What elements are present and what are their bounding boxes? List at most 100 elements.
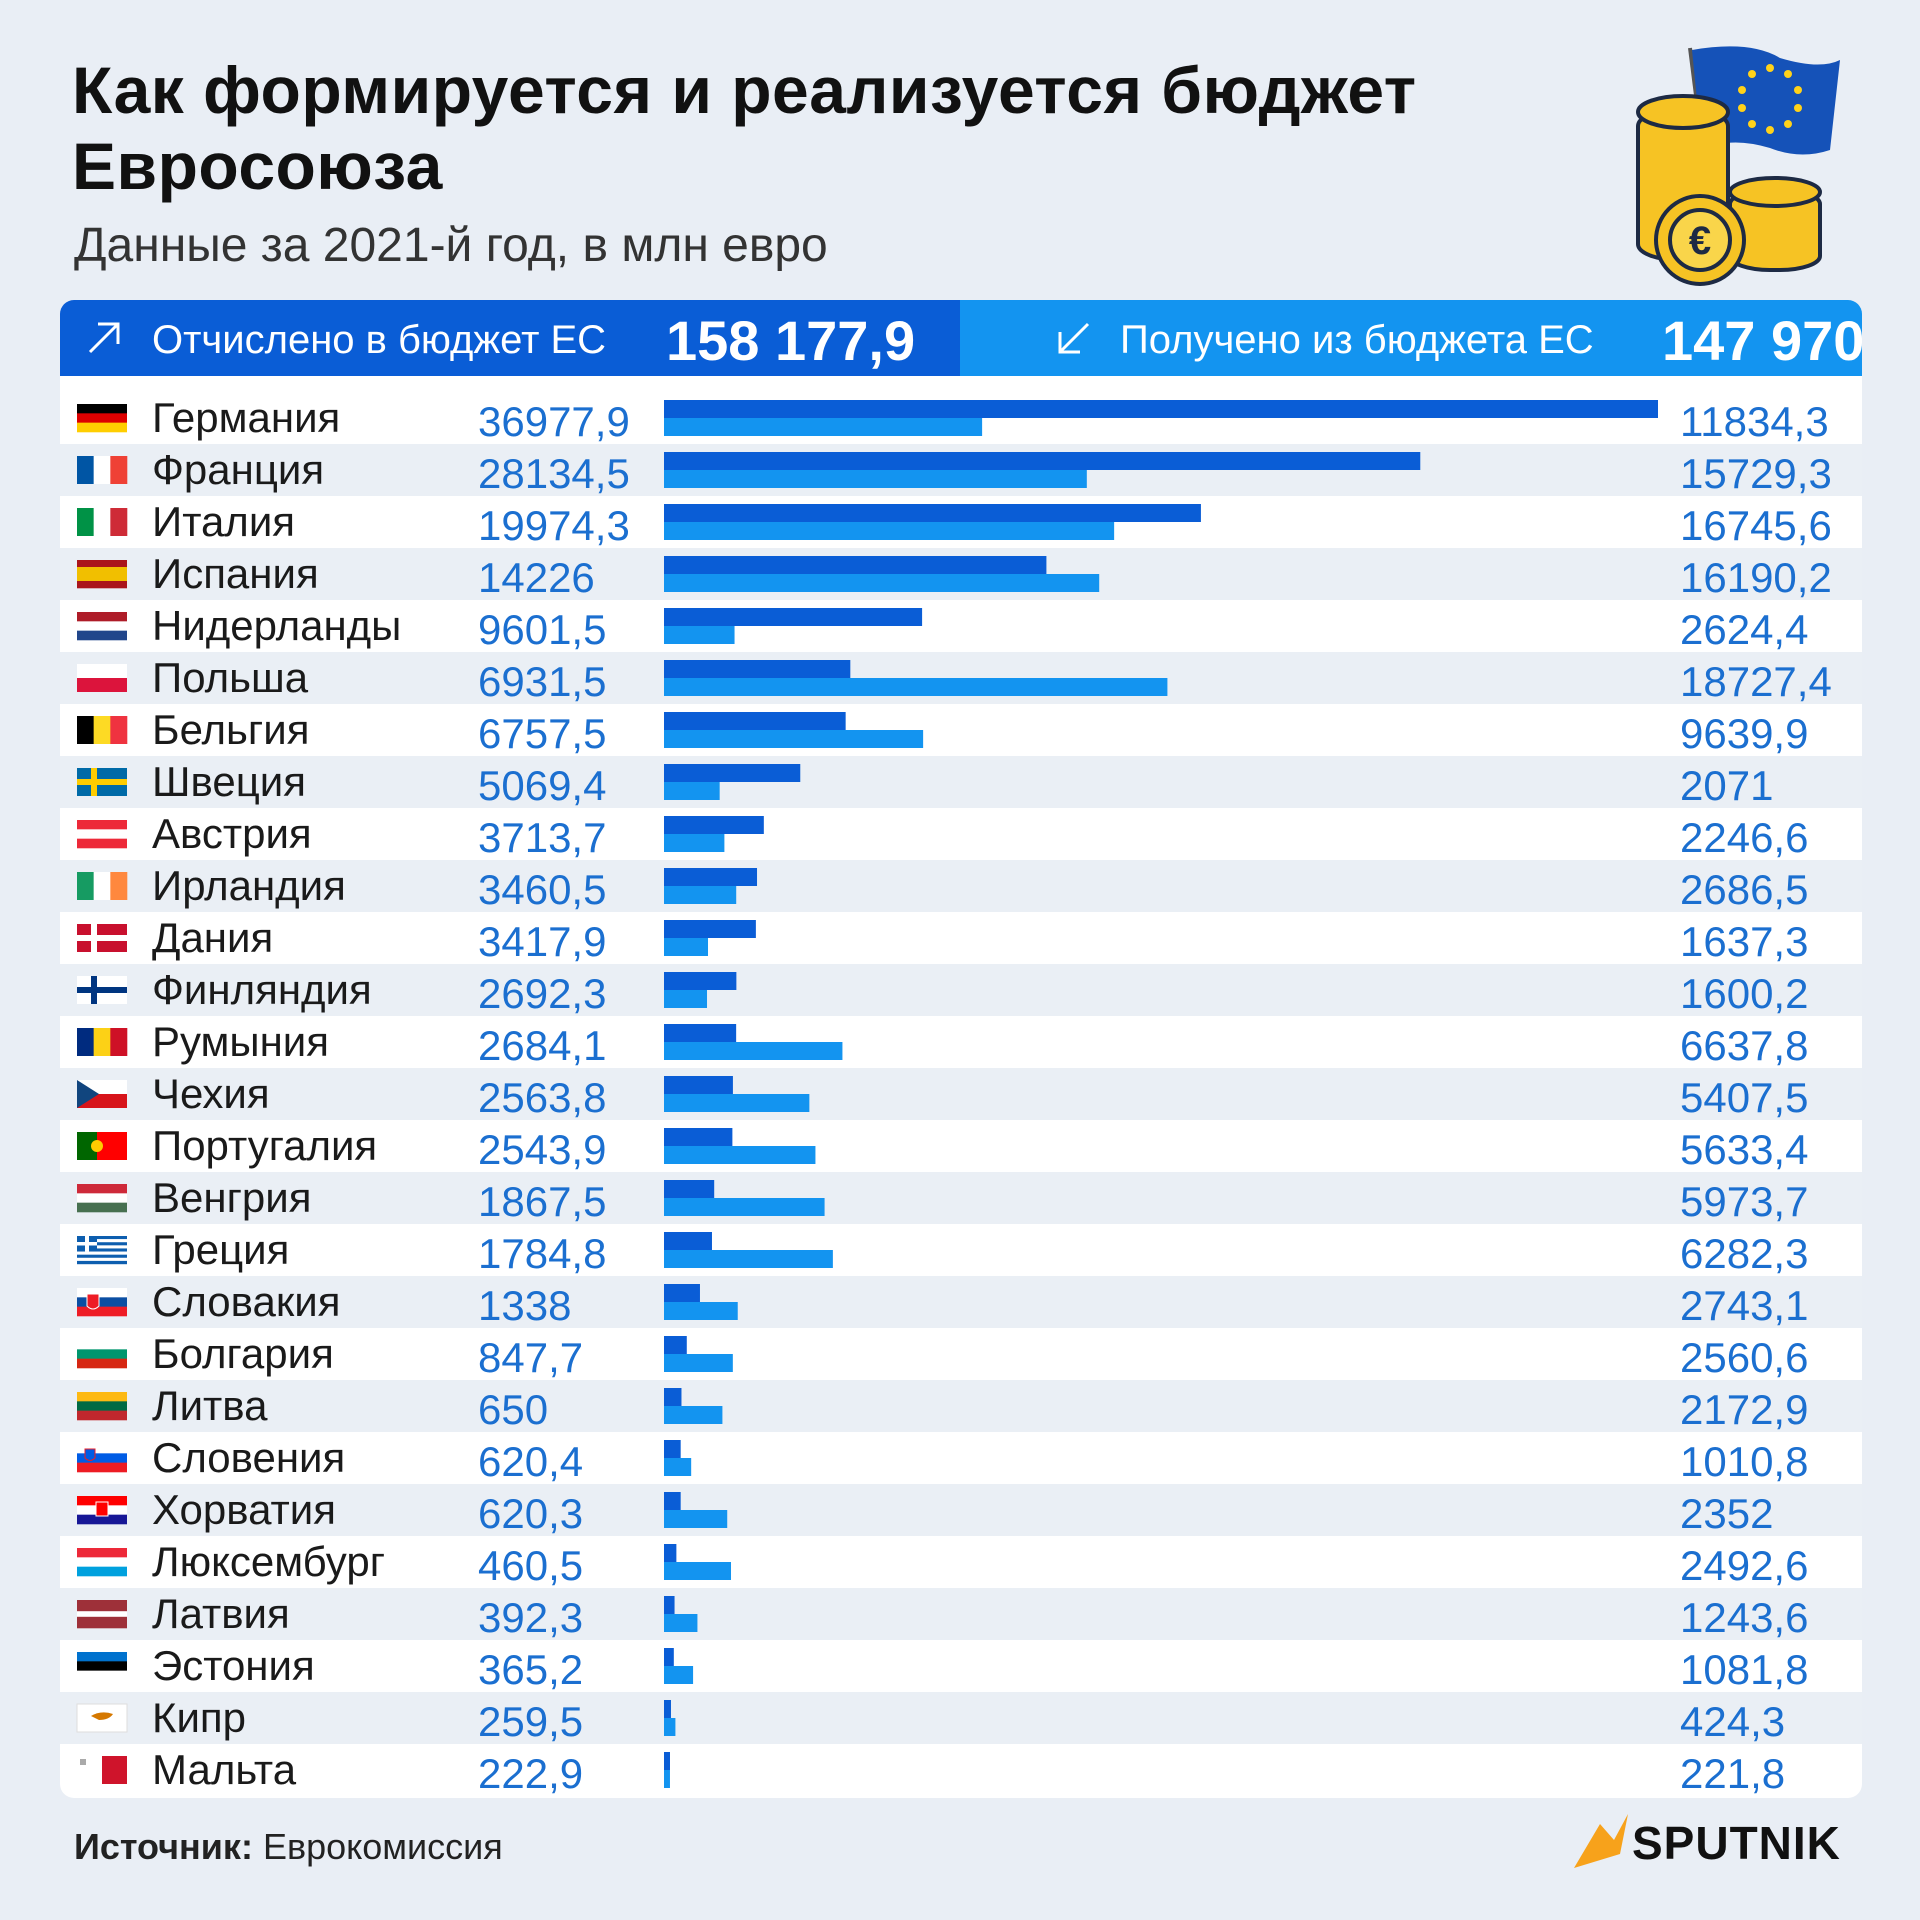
paid-value-label: 2543,9 <box>478 1126 606 1173</box>
croatia-flag <box>77 1496 127 1525</box>
paid-bar <box>664 608 923 626</box>
received-value-label: 1600,2 <box>1680 970 1808 1017</box>
received-value-label: 2743,1 <box>1680 1282 1808 1329</box>
paid-bar <box>664 504 1201 522</box>
received-value-label: 2624,4 <box>1680 606 1808 653</box>
sweden-flag <box>77 768 127 796</box>
received-value-label: 2071 <box>1680 762 1773 809</box>
received-bar <box>664 1770 670 1788</box>
romania-flag <box>77 1028 128 1056</box>
country-label: Литва <box>152 1382 268 1429</box>
country-label: Словакия <box>152 1278 340 1325</box>
received-bar <box>664 1718 676 1736</box>
received-value-label: 5973,7 <box>1680 1178 1808 1225</box>
received-bar <box>664 522 1115 540</box>
source-label: Источник: <box>74 1826 253 1867</box>
received-value-label: 15729,3 <box>1680 450 1832 497</box>
received-total: 147 970,9 <box>1662 309 1862 372</box>
received-bar <box>664 574 1100 592</box>
row-stripe <box>60 1692 1862 1744</box>
received-value-label: 16190,2 <box>1680 554 1832 601</box>
country-label: Италия <box>152 498 295 545</box>
paid-value-label: 1784,8 <box>478 1230 606 1277</box>
source-value: Еврокомиссия <box>262 1826 503 1867</box>
received-bar <box>664 782 720 800</box>
received-value-label: 1010,8 <box>1680 1438 1808 1485</box>
italy-flag <box>77 508 128 536</box>
paid-value-label: 650 <box>478 1386 548 1433</box>
received-bar <box>664 1666 694 1684</box>
spain-flag <box>77 560 127 589</box>
paid-value-label: 3460,5 <box>478 866 606 913</box>
paid-bar <box>664 764 801 782</box>
received-value-label: 221,8 <box>1680 1750 1785 1797</box>
received-bar <box>664 1042 843 1060</box>
france-flag <box>77 456 128 484</box>
received-bar <box>664 678 1168 696</box>
finland-flag <box>77 976 127 1004</box>
germany-flag <box>77 404 127 433</box>
paid-bar <box>664 712 846 730</box>
paid-value-label: 1338 <box>478 1282 571 1329</box>
paid-value-label: 2692,3 <box>478 970 606 1017</box>
received-header: Получено из бюджета ЕС 147 970,9 <box>960 300 1862 376</box>
received-value-label: 2492,6 <box>1680 1542 1808 1589</box>
paid-value-label: 392,3 <box>478 1594 583 1641</box>
eu-coins-illustration: € <box>1636 46 1840 286</box>
paid-value-label: 19974,3 <box>478 502 630 549</box>
slovakia-flag <box>77 1288 127 1317</box>
country-label: Португалия <box>152 1122 377 1169</box>
paid-bar <box>664 1284 700 1302</box>
row-stripe <box>60 964 1862 1016</box>
received-bar <box>664 1562 732 1580</box>
country-label: Чехия <box>152 1070 270 1117</box>
received-bar <box>664 1250 833 1268</box>
latvia-flag <box>77 1600 127 1629</box>
hungary-flag <box>77 1184 127 1213</box>
country-label: Польша <box>152 654 309 701</box>
paid-bar <box>664 1076 733 1094</box>
country-label: Болгария <box>152 1330 334 1377</box>
received-bar <box>664 1614 698 1632</box>
country-label: Кипр <box>152 1694 246 1741</box>
paid-bar <box>664 920 756 938</box>
received-value-label: 2172,9 <box>1680 1386 1808 1433</box>
paid-bar <box>664 972 737 990</box>
received-value-label: 1081,8 <box>1680 1646 1808 1693</box>
country-label: Эстония <box>152 1642 315 1689</box>
received-value-label: 1243,6 <box>1680 1594 1808 1641</box>
row-stripe <box>60 1380 1862 1432</box>
paid-bar <box>664 1544 677 1562</box>
received-bar <box>664 418 983 436</box>
country-label: Швеция <box>152 758 306 805</box>
received-value-label: 16745,6 <box>1680 502 1832 549</box>
cyprus-flag <box>76 1703 128 1733</box>
received-bar <box>664 1146 816 1164</box>
paid-value-label: 365,2 <box>478 1646 583 1693</box>
received-value-label: 2246,6 <box>1680 814 1808 861</box>
luxembourg-flag <box>77 1548 127 1577</box>
paid-bar <box>664 1752 670 1770</box>
paid-value-label: 847,7 <box>478 1334 583 1381</box>
denmark-flag <box>77 924 127 952</box>
paid-bar <box>664 1648 674 1666</box>
paid-bar <box>664 1388 682 1406</box>
paid-value-label: 14226 <box>478 554 595 601</box>
paid-bar <box>664 556 1047 574</box>
paid-value-label: 460,5 <box>478 1542 583 1589</box>
received-value-label: 11834,3 <box>1680 398 1829 445</box>
country-label: Австрия <box>152 810 312 857</box>
paid-value-label: 36977,9 <box>478 398 630 445</box>
paid-value-label: 259,5 <box>478 1698 583 1745</box>
paid-bar <box>664 868 758 886</box>
received-bar <box>664 1354 733 1372</box>
country-label: Франция <box>152 446 324 493</box>
paid-bar <box>664 1440 681 1458</box>
paid-bar <box>664 1232 712 1250</box>
paid-value-label: 6931,5 <box>478 658 606 705</box>
lithuania-flag <box>77 1392 127 1421</box>
malta-flag <box>77 1756 127 1784</box>
received-value-label: 2352 <box>1680 1490 1773 1537</box>
country-label: Словения <box>152 1434 345 1481</box>
paid-bar <box>664 1336 687 1354</box>
